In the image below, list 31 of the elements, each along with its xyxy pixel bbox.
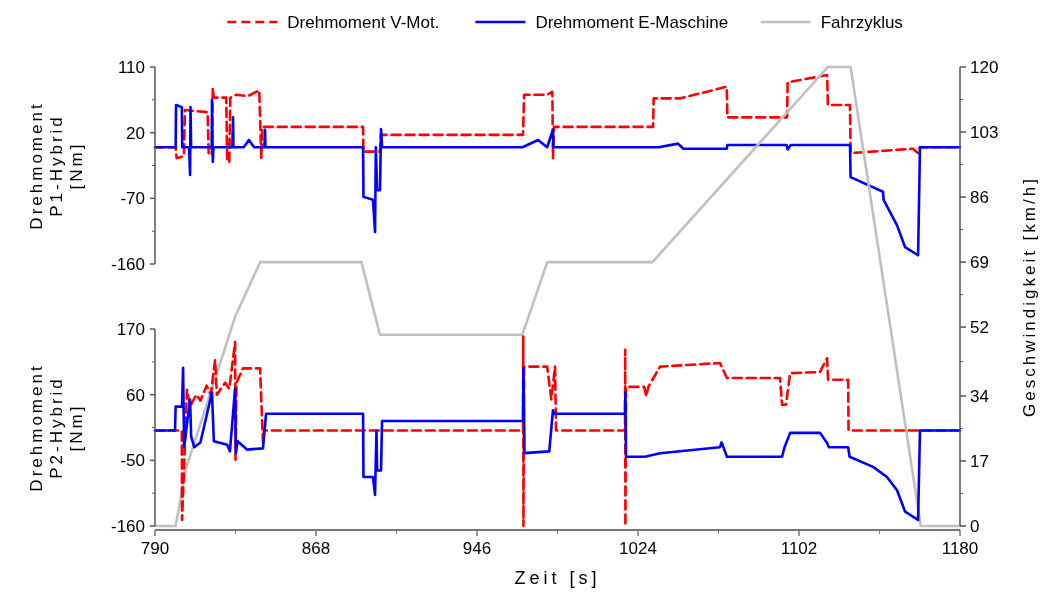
legend-label: Fahrzyklus [820, 12, 903, 32]
x-tick-label: 946 [462, 539, 492, 558]
x-tick-label: 1102 [780, 539, 818, 558]
legend-label: Drehmoment V-Mot. [287, 12, 440, 32]
y2-tick-label: 0 [970, 516, 980, 536]
y2-tick-label: 34 [970, 386, 989, 406]
x-axis-title: Zeit [s] [514, 568, 601, 588]
y-axis-title: Drehmoment P2-Hybrid [Nm] [27, 363, 86, 492]
y-tick-label: 20 [126, 123, 145, 143]
x-tick-label: 868 [301, 539, 331, 558]
y2-tick-label: 120 [970, 57, 999, 77]
y-tick-label: -50 [120, 451, 145, 471]
y2-tick-label: 103 [970, 122, 999, 142]
y-tick-label: -70 [120, 189, 145, 209]
y2-tick-label: 86 [970, 188, 989, 207]
y2-tick-label: 69 [970, 253, 989, 273]
y2-tick-label: 52 [970, 318, 989, 338]
x-tick-label: 790 [140, 539, 170, 558]
legend-label: Drehmoment E-Maschine [535, 12, 729, 32]
y-tick-label: -160 [110, 516, 145, 536]
y-tick-label: 170 [116, 319, 145, 339]
x-tick-label: 1180 [941, 539, 979, 558]
y-tick-label: -160 [110, 254, 145, 274]
y-tick-label: 60 [126, 385, 145, 405]
line-series [153, 366, 962, 522]
y2-tick-label: 17 [970, 451, 989, 471]
y-axis-title: Drehmoment P1-Hybrid [Nm] [27, 101, 86, 230]
x-tick-label: 1024 [619, 539, 657, 558]
y2-axis-title: Geschwindigkeit [km/h] [1020, 176, 1039, 417]
y-tick-label: 110 [117, 57, 145, 77]
line-series [153, 98, 962, 257]
